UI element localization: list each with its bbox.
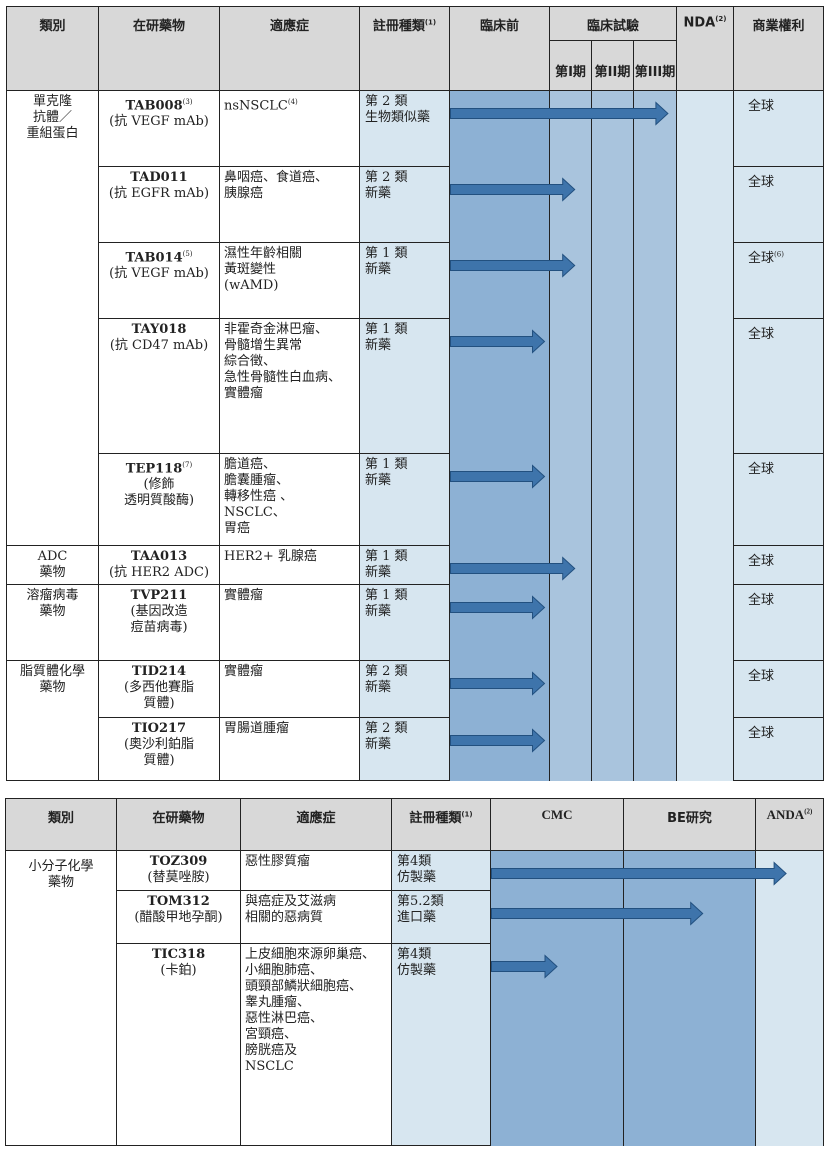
category-mab: 單克隆 抗體／ 重組蛋白 xyxy=(6,90,99,546)
t2-header-cmc: CMC xyxy=(490,798,624,851)
small-molecule-pipeline-table: 類別 在研藥物 適應症 註冊種類(1) CMC BE研究 ANDA(2) 小分子… xyxy=(5,798,824,1146)
drug-toz309: TOZ309 (替莫唑胺) xyxy=(116,850,241,891)
registration-tvp211: 第 1 類新藥 xyxy=(359,584,450,661)
t2-header-category: 類別 xyxy=(5,798,117,851)
biologics-pipeline-table: 類別 在研藥物 適應症 註冊種類(1) 臨床前 臨床試驗 NDA(2) 商業權利… xyxy=(6,6,824,781)
drug-tep118: TEP118(7) (修飾 透明質酸酶) xyxy=(98,453,220,546)
drug-tic318: TIC318 (卡鉑) xyxy=(116,943,241,1146)
header-indication: 適應症 xyxy=(219,6,360,91)
drug-tab014: TAB014(5) (抗 VEGF mAb) xyxy=(98,242,220,319)
drug-taa013: TAA013 (抗 HER2 ADC) xyxy=(98,545,220,585)
indication-tab014: 濕性年齡相關 黃斑變性 (wAMD) xyxy=(219,242,360,319)
drug-tvp211: TVP211 (基因改造 痘苗病毒) xyxy=(98,584,220,661)
indication-tid214: 實體瘤 xyxy=(219,660,360,718)
rights-tad011: 全球 xyxy=(733,166,824,243)
registration-taa013: 第 1 類新藥 xyxy=(359,545,450,585)
registration-tab014: 第 1 類新藥 xyxy=(359,242,450,319)
header-drug: 在研藥物 xyxy=(98,6,220,91)
drug-tom312: TOM312 (醋酸甲地孕酮) xyxy=(116,890,241,944)
rights-taa013: 全球 xyxy=(733,545,824,585)
registration-tid214: 第 2 類新藥 xyxy=(359,660,450,718)
registration-tay018: 第 1 類新藥 xyxy=(359,318,450,454)
drug-tad011: TAD011 (抗 EGFR mAb) xyxy=(98,166,220,243)
header-registration: 註冊種類(1) xyxy=(359,6,450,91)
rights-tvp211: 全球 xyxy=(733,584,824,661)
rights-tep118: 全球 xyxy=(733,453,824,546)
indication-tio217: 胃腸道腫瘤 xyxy=(219,717,360,781)
t2-category-small-molecule: 小分子化學 藥物 xyxy=(5,850,117,1146)
t2-header-anda: ANDA(2) xyxy=(755,798,824,851)
t2-header-drug: 在研藥物 xyxy=(116,798,241,851)
drug-tid214: TID214 (多西他賽脂 質體) xyxy=(98,660,220,718)
registration-tep118: 第 1 類新藥 xyxy=(359,453,450,546)
header-phase-1: 第I期 xyxy=(549,40,592,91)
registration-tom312: 第5.2類 進口藥 xyxy=(391,890,491,944)
header-clinical-trials: 臨床試驗 xyxy=(549,6,677,41)
registration-toz309: 第4類 仿製藥 xyxy=(391,850,491,891)
rights-tab014: 全球(6) xyxy=(733,242,824,319)
indication-tad011: 鼻咽癌、食道癌、 胰腺癌 xyxy=(219,166,360,243)
registration-tad011: 第 2 類新藥 xyxy=(359,166,450,243)
t2-header-indication: 適應症 xyxy=(240,798,392,851)
header-category: 類別 xyxy=(6,6,99,91)
indication-taa013: HER2+ 乳腺癌 xyxy=(219,545,360,585)
indication-toz309: 惡性膠質瘤 xyxy=(240,850,392,891)
category-liposome: 脂質體化學 藥物 xyxy=(6,660,99,781)
registration-tab008: 第 2 類生物類似藥 xyxy=(359,90,450,167)
rights-tay018: 全球 xyxy=(733,318,824,454)
header-commercial-rights: 商業權利 xyxy=(733,6,824,91)
category-oncolytic-virus: 溶瘤病毒 藥物 xyxy=(6,584,99,661)
indication-tom312: 與癌症及艾滋病 相關的惡病質 xyxy=(240,890,392,944)
registration-tio217: 第 2 類新藥 xyxy=(359,717,450,781)
indication-tep118: 膽道癌、 膽囊腫瘤、 轉移性癌 、 NSCLC、 胃癌 xyxy=(219,453,360,546)
indication-tay018: 非霍奇金淋巴瘤、 骨髓增生異常 綜合徵、 急性骨髓性白血病、 實體瘤 xyxy=(219,318,360,454)
drug-tab008: TAB008(3) (抗 VEGF mAb) xyxy=(98,90,220,167)
header-phase-3: 第III期 xyxy=(633,40,677,91)
category-adc: ADC 藥物 xyxy=(6,545,99,585)
header-nda: NDA(2) xyxy=(676,6,734,91)
indication-tvp211: 實體瘤 xyxy=(219,584,360,661)
drug-tio217: TIO217 (奧沙利鉑脂 質體) xyxy=(98,717,220,781)
registration-tic318: 第4類 仿製藥 xyxy=(391,943,491,1146)
rights-tid214: 全球 xyxy=(733,660,824,718)
t2-header-be: BE研究 xyxy=(623,798,756,851)
rights-tio217: 全球 xyxy=(733,717,824,781)
drug-tay018: TAY018 (抗 CD47 mAb) xyxy=(98,318,220,454)
header-phase-2: 第II期 xyxy=(591,40,634,91)
rights-tab008: 全球 xyxy=(733,90,824,167)
indication-tab008: nsNSCLC(4) xyxy=(219,90,360,167)
indication-tic318: 上皮細胞來源卵巢癌、 小細胞肺癌、 頭頸部鱗狀細胞癌、 睾丸腫瘤、 惡性淋巴癌、 宮頸… xyxy=(240,943,392,1146)
t2-header-registration: 註冊種類(1) xyxy=(391,798,491,851)
header-preclinical: 臨床前 xyxy=(449,6,550,91)
